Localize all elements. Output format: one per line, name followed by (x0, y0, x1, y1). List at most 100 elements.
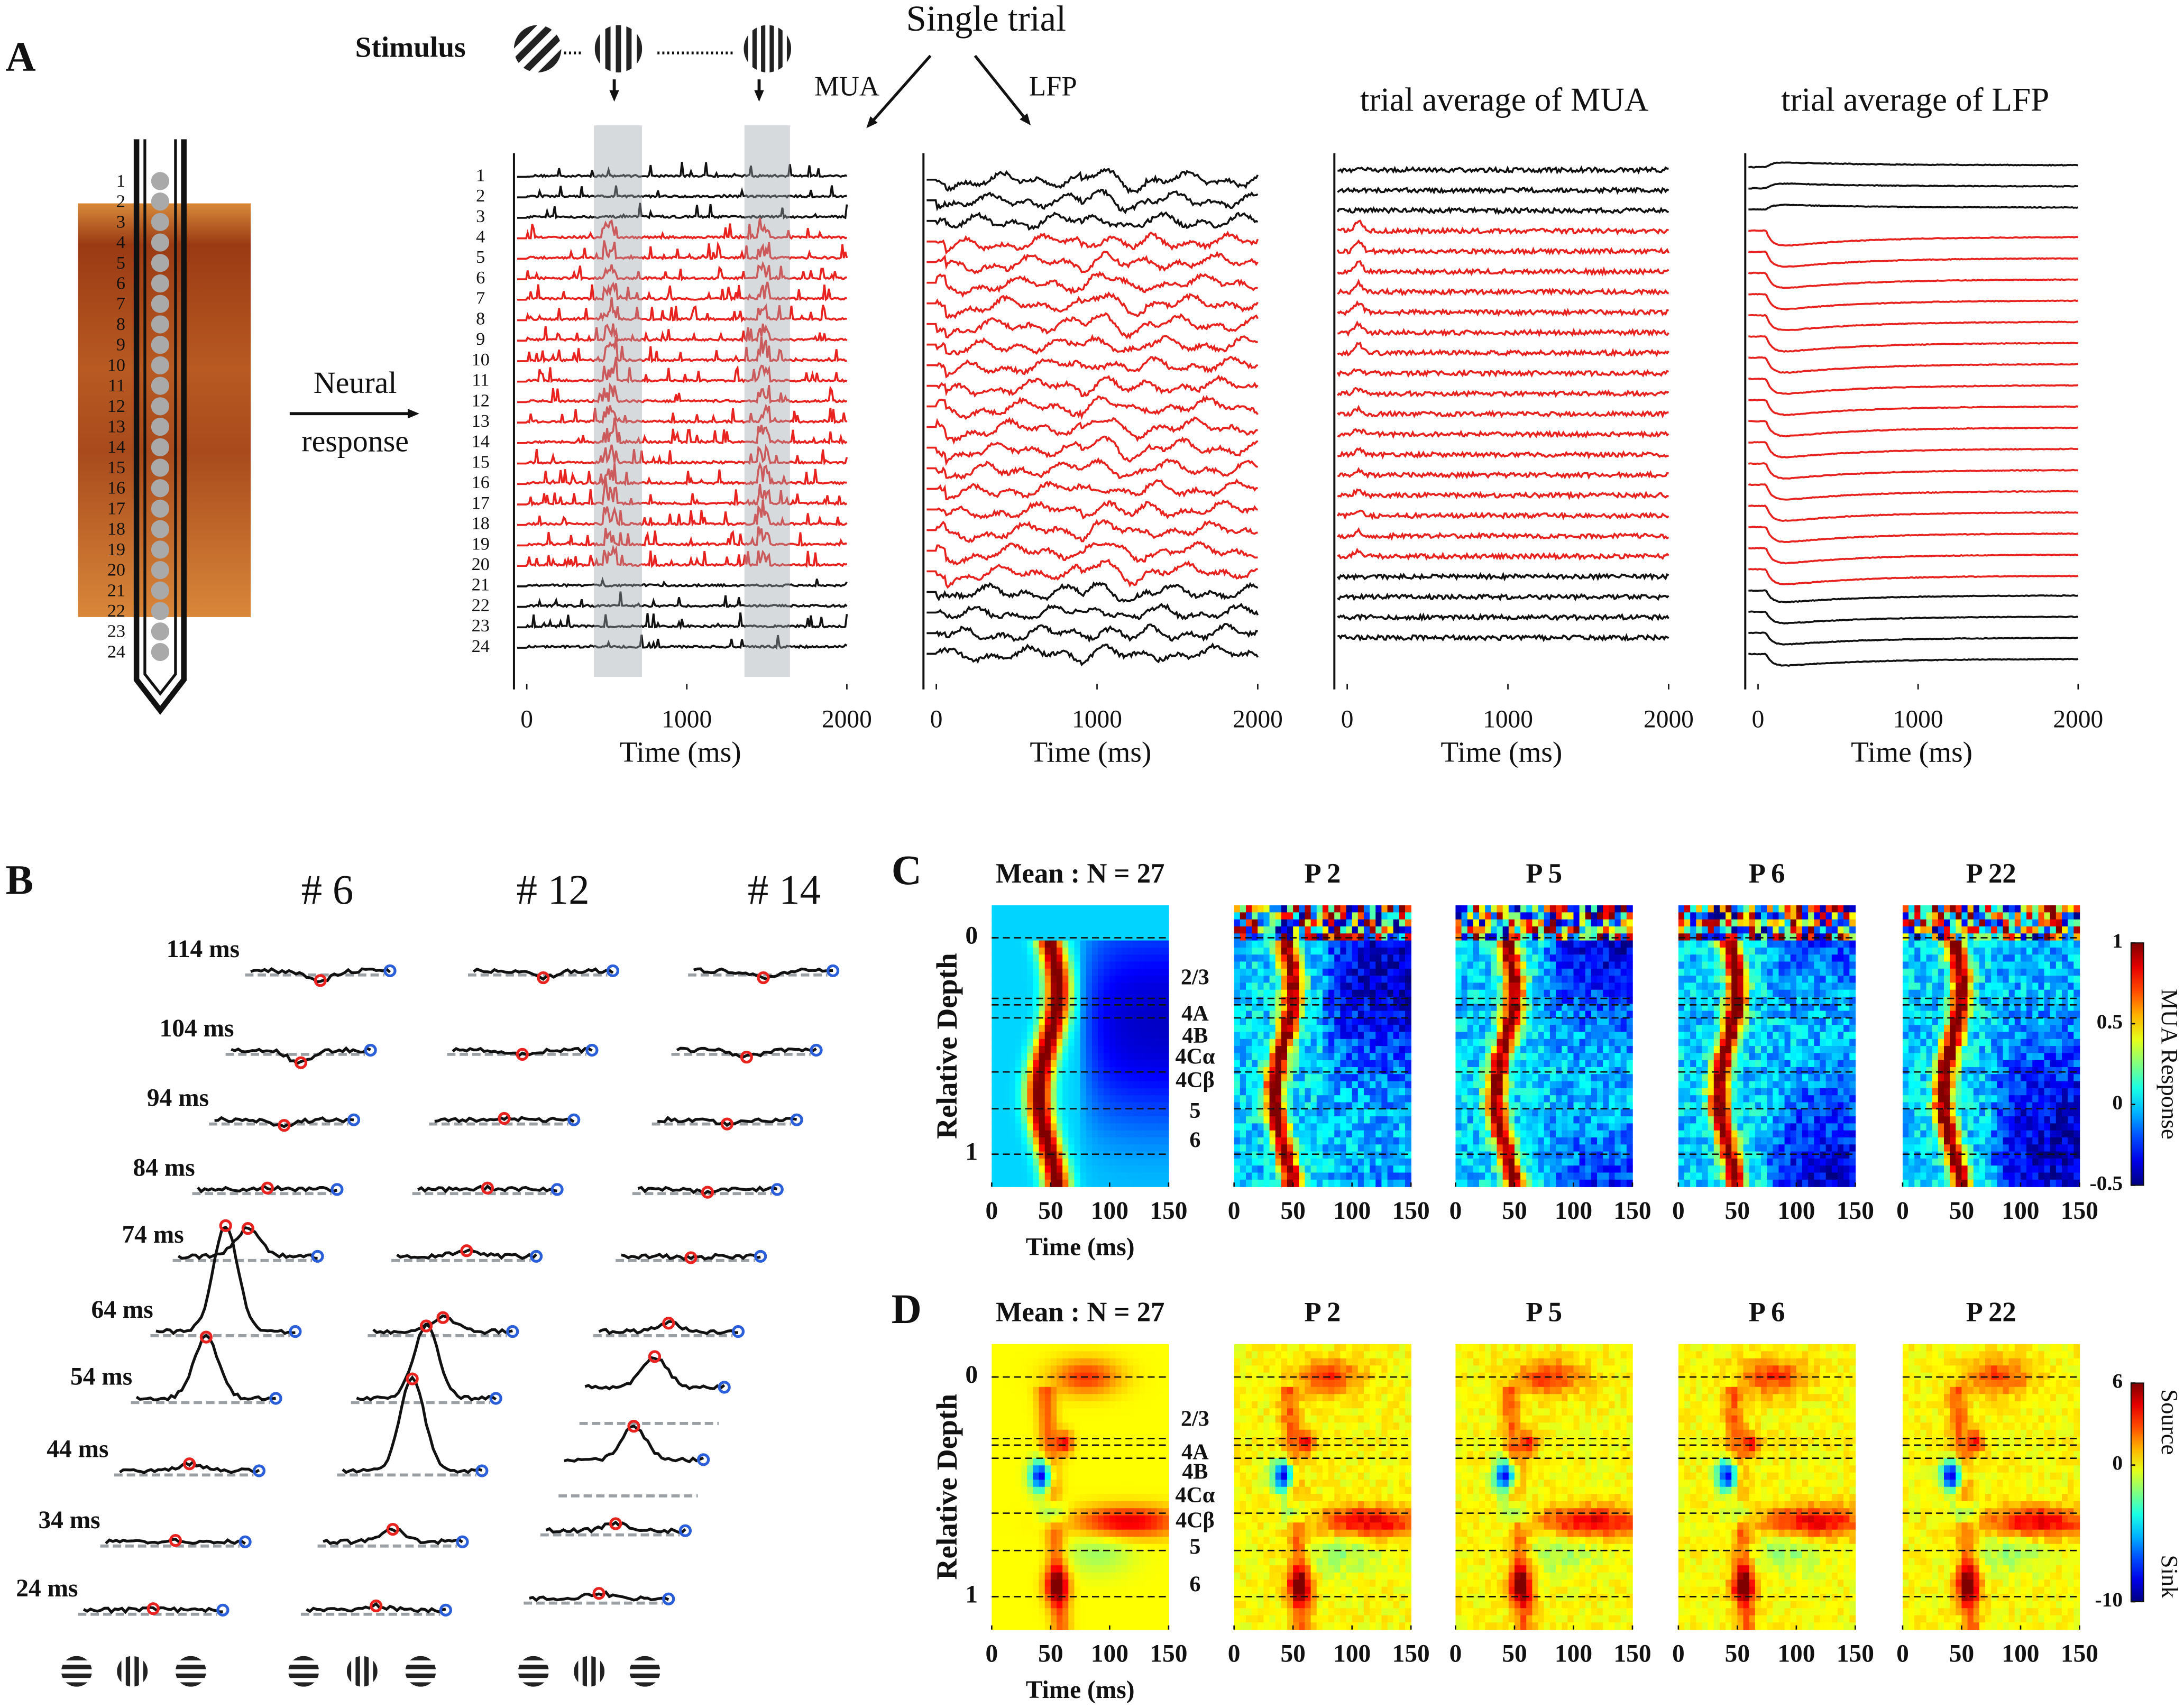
heatmap-cell (1340, 919, 1347, 927)
heatmap-cell (1115, 1144, 1122, 1152)
heatmap-cell (1127, 996, 1134, 1005)
heatmap-cell (1702, 968, 1709, 976)
heatmap-cell (1684, 982, 1691, 990)
heatmap-cell (1127, 954, 1134, 962)
heatmap-cell (1121, 1165, 1128, 1173)
heatmap-cell (1263, 926, 1270, 934)
heatmap-cell (1074, 961, 1081, 969)
heatmap-cell (1591, 1039, 1598, 1046)
heatmap-cell (1387, 912, 1394, 920)
heatmap-cell (1405, 1158, 1411, 1166)
heatmap-cell (1749, 1060, 1756, 1068)
heatmap-cell (1033, 1032, 1040, 1040)
heatmap-cell (1778, 912, 1785, 920)
heatmap-cell (1050, 1116, 1057, 1124)
heatmap-cell (1508, 1179, 1515, 1187)
heatmap-cell (1831, 1095, 1838, 1103)
heatmap-cell (1346, 1137, 1353, 1145)
heatmap-cell (1808, 968, 1815, 976)
heatmap-cell (1109, 982, 1116, 990)
heatmap-cell (1310, 1144, 1317, 1152)
heatmap-cell (1814, 1074, 1821, 1082)
heatmap-cell (1749, 1032, 1756, 1040)
heatmap-cell (1340, 1017, 1347, 1025)
x-axis-label: Time (ms) (1440, 736, 1562, 768)
heatmap-cell (1057, 1060, 1063, 1068)
stripe (288, 1682, 319, 1687)
trace (1337, 165, 1669, 175)
heatmap-cell (1127, 968, 1134, 976)
heatmap-cell (1538, 1102, 1545, 1110)
heatmap-cell (1591, 1067, 1598, 1075)
heatmap-cell (1579, 989, 1586, 997)
heatmap-cell (1009, 989, 1016, 997)
heatmap-cell (1139, 1046, 1146, 1054)
heatmap-cell (1145, 1039, 1152, 1046)
heatmap-cell (1514, 1060, 1521, 1068)
heatmap-cell (1455, 996, 1462, 1005)
heatmap-cell (1299, 1130, 1306, 1138)
trace (926, 168, 1259, 195)
heatmap-cell (1086, 1151, 1093, 1159)
heatmap-cell (1461, 1172, 1468, 1180)
heatmap-cell (1820, 1004, 1827, 1012)
end-marker (567, 1113, 581, 1126)
heatmap-cell (1003, 1095, 1010, 1103)
heatmap-cell (1109, 1151, 1116, 1159)
heatmap-cell (1549, 940, 1556, 948)
heatmap-cell (992, 1060, 998, 1068)
heatmap-cell (1497, 1144, 1503, 1152)
heatmap-cell (1139, 1095, 1146, 1103)
heatmap-cell (1405, 1081, 1411, 1089)
heatmap-cell (1162, 1025, 1169, 1033)
heatmap-cell (1269, 1102, 1276, 1110)
heatmap-cell (1234, 968, 1241, 976)
channel-label: 12 (107, 396, 125, 416)
heatmap-cell (1086, 1004, 1093, 1012)
heatmap-cell (1098, 961, 1104, 969)
tuning-curve (693, 967, 833, 981)
heatmap-cell (1702, 947, 1709, 955)
heatmap-cell (1346, 1123, 1353, 1131)
heatmap-cell (1467, 1011, 1474, 1018)
heatmap-cell (1234, 1088, 1241, 1096)
heatmap-cell (1520, 1095, 1527, 1103)
heatmap-cell (1269, 1116, 1276, 1124)
heatmap-cell (1015, 1137, 1022, 1145)
heatmap-cell (1145, 968, 1152, 976)
heatmap-cell (1502, 1123, 1509, 1131)
heatmap-cell (1139, 1017, 1146, 1025)
heatmap-cell (1502, 1081, 1509, 1089)
heatmap-cell (1305, 1179, 1311, 1187)
heatmap-cell (1620, 1081, 1627, 1089)
heatmap-cell (1121, 989, 1128, 997)
heatmap-cell (1502, 1179, 1509, 1187)
heatmap-cell (1393, 1074, 1400, 1082)
stripe (405, 1656, 436, 1661)
heatmap-cell (1731, 1039, 1738, 1046)
heatmap-cell (1091, 1025, 1098, 1033)
heatmap-cell (1044, 1109, 1051, 1117)
heatmap-cell (1473, 1039, 1480, 1046)
heatmap-cell (1068, 912, 1075, 920)
heatmap-cell (1609, 947, 1616, 955)
heatmap-cell (1473, 1046, 1480, 1054)
heatmap-cell (1151, 1039, 1158, 1046)
heatmap-cell (1133, 1039, 1140, 1046)
heatmap-cell (1316, 1011, 1323, 1018)
heatmap-cell (992, 940, 998, 948)
heatmap-cell (1003, 1011, 1010, 1018)
heatmap-cell (1287, 989, 1293, 997)
heatmap-cell (1027, 996, 1034, 1005)
heatmap-cell (1749, 1039, 1756, 1046)
heatmap-cell (1825, 1004, 1832, 1012)
heatmap-cell (1690, 1011, 1697, 1018)
heatmap-cell (1145, 1109, 1152, 1117)
heatmap-cell (1585, 1165, 1592, 1173)
peak-marker (740, 1051, 753, 1064)
heatmap-cell (1098, 926, 1104, 934)
heatmap-cell (1021, 1123, 1028, 1131)
heatmap-cell (1467, 1179, 1474, 1187)
heatmap-cell (1098, 996, 1104, 1005)
heatmap-cell (1708, 961, 1714, 969)
